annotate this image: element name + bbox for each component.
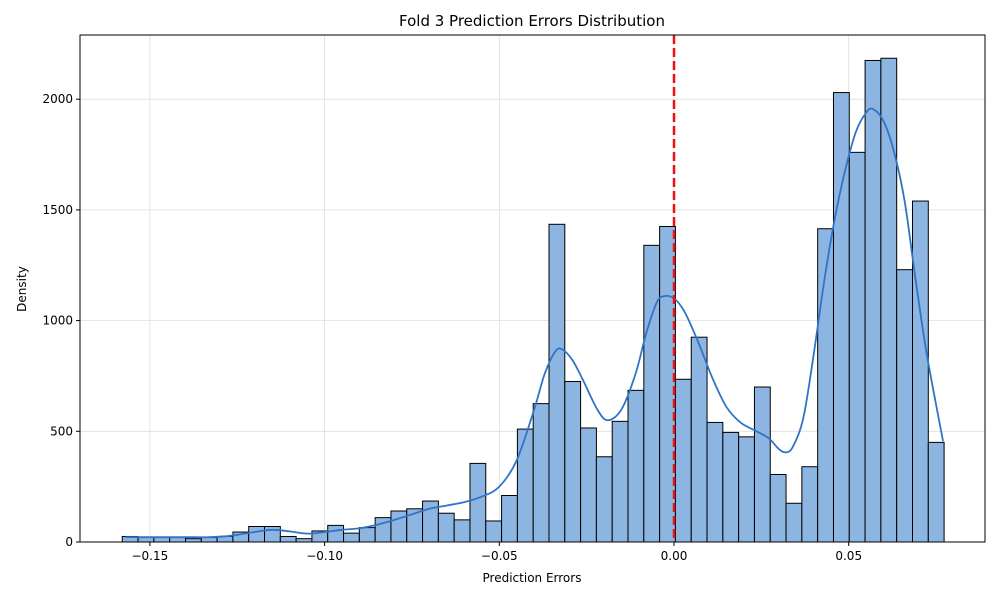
histogram-bar: [437, 512, 455, 543]
y-axis-label: Density: [15, 266, 29, 312]
histogram-bar: [706, 421, 724, 543]
x-tick-label: −0.05: [481, 549, 518, 563]
histogram-bar: [390, 510, 408, 543]
histogram-bar: [848, 151, 866, 543]
histogram-bar: [801, 466, 819, 543]
histogram-bar: [627, 389, 645, 543]
y-tick-label: 0: [65, 535, 73, 549]
histogram-bar: [927, 441, 945, 543]
histogram-bar: [153, 537, 171, 543]
histogram-bar: [279, 535, 297, 543]
histogram-bar: [169, 537, 186, 543]
histogram-bar: [896, 269, 913, 543]
histogram-bar: [200, 537, 218, 543]
histogram-bar: [690, 336, 708, 543]
histogram-bar: [722, 431, 740, 543]
histogram-bar: [469, 462, 487, 543]
histogram-bar: [327, 524, 345, 543]
histogram-bar: [674, 378, 692, 543]
histogram-bar: [264, 526, 281, 543]
x-tick-label: 0.00: [661, 549, 688, 563]
histogram-bar: [911, 200, 929, 543]
x-axis-ticks: −0.15 −0.10 −0.05 0.00 0.05: [131, 542, 862, 563]
histogram-bar: [532, 403, 550, 543]
histogram-bar: [611, 420, 629, 543]
histogram-bar: [880, 57, 898, 543]
histogram-bar: [485, 520, 503, 543]
histogram-bar: [248, 526, 266, 543]
x-axis-label: Prediction Errors: [483, 571, 582, 585]
histogram-bar: [643, 244, 661, 543]
histogram-bar: [580, 427, 597, 543]
histogram-bar: [501, 495, 518, 543]
x-tick-label: −0.10: [306, 549, 343, 563]
x-tick-label: 0.05: [835, 549, 862, 563]
y-axis-ticks: 0 500 1000 1500 2000: [42, 92, 80, 549]
histogram-bar: [785, 502, 803, 543]
histogram-bar: [595, 456, 613, 543]
y-tick-label: 1500: [42, 203, 73, 217]
histogram-bar: [358, 527, 376, 543]
y-tick-label: 2000: [42, 92, 73, 106]
kde-curve: [125, 107, 944, 539]
histogram-bar: [137, 537, 155, 543]
histogram-bar: [769, 473, 787, 543]
histogram-bar: [864, 59, 882, 543]
histogram-bar: [516, 428, 534, 543]
histogram-bar: [548, 223, 566, 543]
histogram-bar: [738, 436, 755, 543]
y-tick-label: 500: [50, 424, 73, 438]
histogram-bar: [453, 519, 471, 543]
histogram-bar: [753, 386, 771, 543]
x-tick-label: −0.15: [131, 549, 168, 563]
histogram-bar: [564, 380, 582, 543]
y-tick-label: 1000: [42, 314, 73, 328]
histogram-bar: [343, 532, 360, 543]
plot-frame: [79, 34, 986, 543]
chart-title: Fold 3 Prediction Errors Distribution: [399, 12, 665, 30]
